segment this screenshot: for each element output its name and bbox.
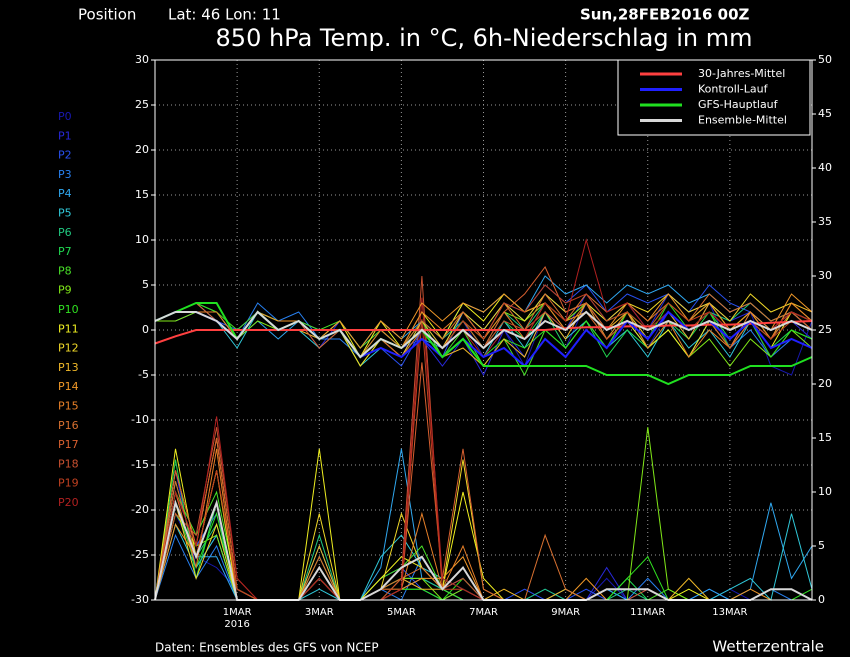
y-tick-label: 0 [142,323,149,336]
y2-tick-label: 20 [818,377,832,390]
y-tick-label: 30 [135,53,149,66]
member-label: P2 [58,149,72,162]
y2-tick-label: 40 [818,161,832,174]
y-tick-label: 10 [135,233,149,246]
member-label: P17 [58,438,79,451]
credit: Wetterzentrale [712,638,824,656]
y-tick-label: -15 [131,458,149,471]
member-label: P8 [58,264,72,277]
x-tick-label: 7MAR [469,607,498,618]
year-label: 2016 [224,619,249,630]
y-tick-label: 5 [142,278,149,291]
member-label: P6 [58,226,72,239]
member-label: P0 [58,110,72,123]
source-note: Daten: Ensembles des GFS von NCEP [155,641,379,655]
y-tick-label: -30 [131,593,149,606]
member-label: P7 [58,245,72,258]
x-tick-label: 9MAR [551,607,580,618]
location: Lat: 46 Lon: 11 [168,6,281,24]
member-label: P14 [58,380,79,393]
legend-label: Ensemble-Mittel [698,114,787,127]
member-label: P20 [58,496,79,509]
x-tick-label: 1MAR [223,607,252,618]
member-label: P15 [58,400,79,413]
run-date: Sun,28FEB2016 00Z [580,6,750,24]
x-tick-label: 11MAR [630,607,665,618]
member-temp-line [154,293,813,349]
y2-tick-label: 35 [818,215,832,228]
member-label: P13 [58,361,79,374]
y2-tick-label: 50 [818,53,832,66]
y2-tick-label: 10 [818,485,832,498]
y2-tick-label: 45 [818,107,832,120]
member-label: P9 [58,284,72,297]
chart-title: 850 hPa Temp. in °C, 6h-Niederschlag in … [216,24,753,52]
legend-label: Kontroll-Lauf [698,83,769,96]
member-label: P19 [58,477,79,490]
position-label: Position [78,6,136,24]
y-tick-label: -10 [131,413,149,426]
x-tick-label: 5MAR [387,607,416,618]
plot-frame [154,59,813,601]
legend-label: 30-Jahres-Mittel [698,67,785,80]
member-label: P5 [58,207,72,220]
y-tick-label: 20 [135,143,149,156]
series-temp-line [154,310,813,359]
y2-tick-label: 5 [818,539,825,552]
x-tick-label: 3MAR [305,607,334,618]
member-label: P3 [58,168,72,181]
member-label: P18 [58,457,79,470]
member-label: P4 [58,187,72,200]
member-label: P12 [58,342,79,355]
x-tick-label: 13MAR [712,607,747,618]
y-tick-label: 25 [135,98,149,111]
y2-tick-label: 30 [818,269,832,282]
y2-tick-label: 0 [818,593,825,606]
y-tick-label: -20 [131,503,149,516]
member-label: P1 [58,129,72,142]
legend-label: GFS-Hauptlauf [698,98,779,111]
y-tick-label: 15 [135,188,149,201]
member-label: P10 [58,303,79,316]
member-label: P16 [58,419,79,432]
y-tick-label: -25 [131,548,149,561]
y2-tick-label: 15 [818,431,832,444]
y2-tick-label: 25 [818,323,832,336]
y-tick-label: -5 [138,368,149,381]
member-label: P11 [58,322,79,335]
